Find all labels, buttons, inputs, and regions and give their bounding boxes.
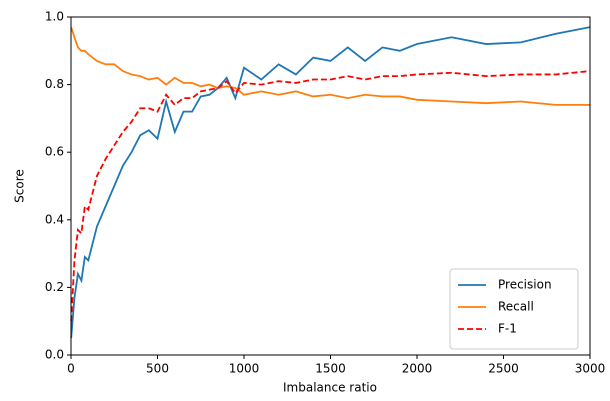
plot-frame bbox=[70, 16, 591, 356]
y-tick-label: 1.0 bbox=[45, 10, 64, 24]
y-axis-label: Score bbox=[13, 169, 27, 203]
x-tick-label: 1000 bbox=[229, 362, 260, 376]
x-tick-label: 1500 bbox=[315, 362, 346, 376]
x-tick-label: 500 bbox=[146, 362, 169, 376]
y-tick-label: 0.4 bbox=[45, 212, 64, 226]
y-tick-label: 0.0 bbox=[45, 348, 64, 362]
series-line bbox=[70, 26, 590, 106]
x-tick-label: 0 bbox=[67, 362, 75, 376]
series-line bbox=[70, 26, 591, 339]
x-tick-label: 3000 bbox=[575, 362, 606, 376]
x-tick-label: 2000 bbox=[402, 362, 433, 376]
y-tick-label: 0.6 bbox=[45, 145, 64, 159]
legend-label: Precision bbox=[498, 278, 552, 292]
x-axis-label: Imbalance ratio bbox=[283, 381, 377, 395]
series-line bbox=[70, 70, 591, 322]
x-tick-label: 2500 bbox=[488, 362, 519, 376]
legend-label: Recall bbox=[498, 300, 534, 314]
y-tick-label: 0.2 bbox=[45, 280, 64, 294]
legend-label: F-1 bbox=[498, 322, 517, 336]
y-tick-label: 0.8 bbox=[45, 77, 64, 91]
